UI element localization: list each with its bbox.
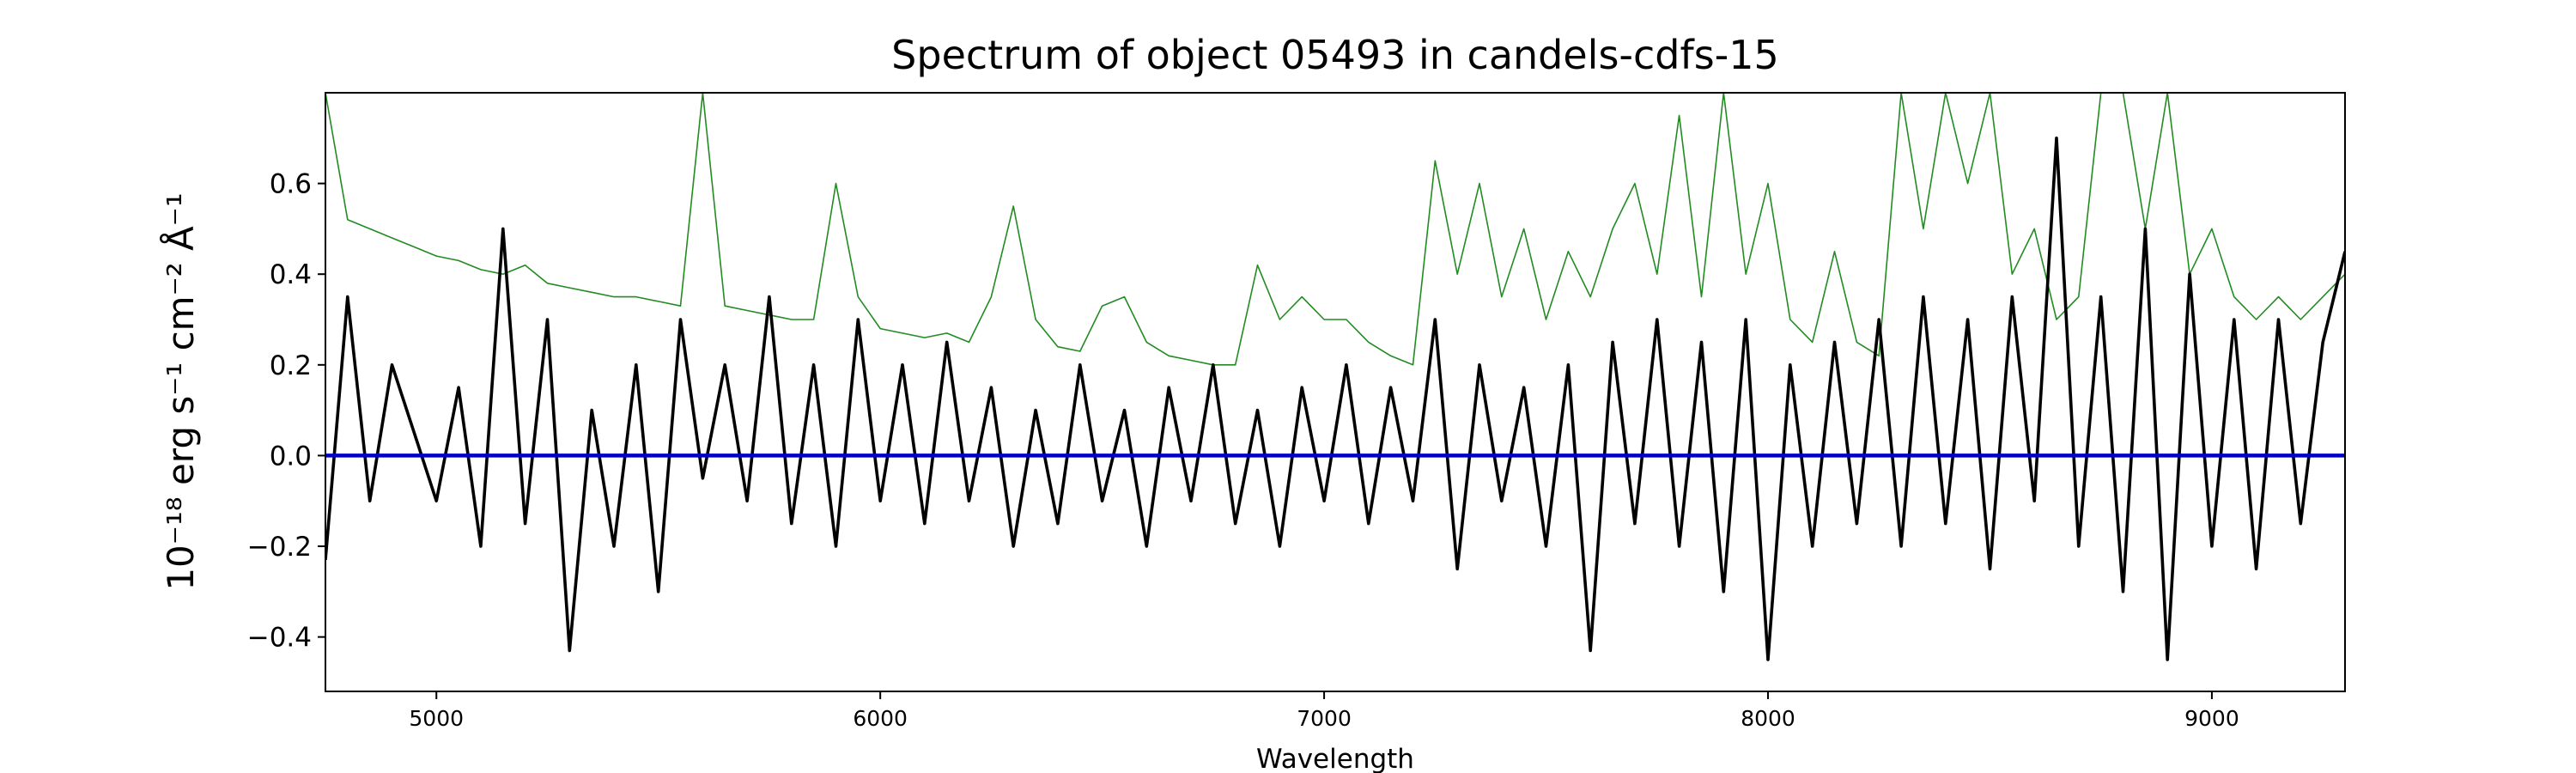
plot-frame	[325, 92, 2346, 692]
y-tick-label: 0.2	[270, 350, 312, 381]
y-axis-label: 10⁻¹⁸ erg s⁻¹ cm⁻² Å⁻¹	[159, 192, 202, 590]
y-tick-label: −0.4	[247, 623, 312, 654]
plot-lines	[325, 93, 2345, 661]
y-tick-label: 0.6	[270, 169, 312, 200]
y-tick-label: 0.4	[270, 259, 312, 290]
x-axis-label: Wavelength	[1256, 744, 1414, 773]
x-tick-label: 9000	[2184, 706, 2239, 731]
x-tick-label: 8000	[1741, 706, 1795, 731]
spectrum-line	[325, 137, 2345, 661]
x-tick-label: 6000	[853, 706, 908, 731]
spectrum-line	[325, 93, 2345, 366]
chart-title: Spectrum of object 05493 in candels-cdfs…	[891, 32, 1779, 78]
y-tick-label: 0.0	[270, 441, 312, 472]
x-tick-label: 5000	[409, 706, 464, 731]
x-tick-label: 7000	[1297, 706, 1352, 731]
y-tick-label: −0.2	[247, 532, 312, 563]
